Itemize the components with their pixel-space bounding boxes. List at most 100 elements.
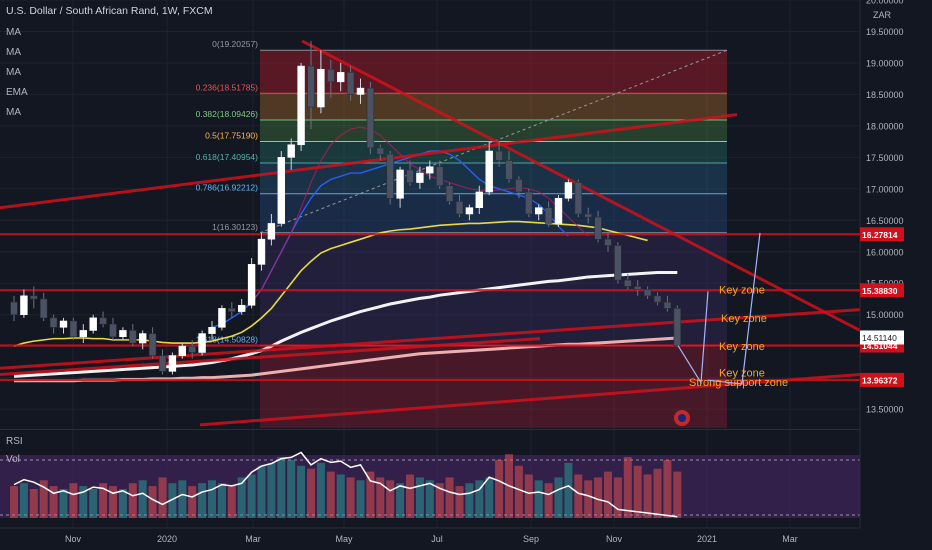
candle-body [327,68,335,83]
volume-bar [663,460,672,518]
annotation-text: Key zone [719,341,765,353]
volume-bar [406,474,414,518]
candle-body [614,245,622,281]
volume-bar [633,465,642,518]
candle-body [633,286,642,290]
candle-body [604,238,612,246]
volume-bar [584,480,593,518]
candle-body [168,355,177,372]
level-price-label: 13.96372 [862,375,898,385]
candle-body [515,179,523,193]
candlestick-series [10,40,682,375]
volume-bar [485,477,494,518]
volume-bar [247,474,256,518]
flag-logo [674,410,690,426]
volume-bar [544,483,553,518]
price-tick-label: 16.50000 [866,216,904,226]
rsi-label[interactable]: RSI [6,436,23,447]
moving-average-lines [13,126,678,383]
fibonacci-retracement[interactable]: 0(19.20257) 0.236(18.51785) 0.382(18.09426… [196,39,728,428]
rsi-line [13,451,678,518]
volume-label[interactable]: Vol [6,454,20,465]
candle-body [208,326,216,334]
time-tick-label: 2021 [697,534,717,544]
volume-bar [188,486,197,518]
volume-bar [653,468,662,518]
candle-body [277,157,285,224]
price-tick-label: 19.00000 [866,58,904,68]
price-tick-label: 16.00000 [866,247,904,257]
candle-body [534,207,543,215]
candle-body [426,166,434,174]
candle-body [247,264,256,306]
volume-bar [396,483,405,518]
volume-bar [59,489,68,518]
volume-bar [326,471,335,518]
indicator-label-ma-2[interactable]: MA [6,47,21,58]
volume-bar [356,480,365,518]
volume-bar [554,477,563,518]
flag-logo-icon [678,414,686,422]
time-tick-label: 2020 [157,534,177,544]
candle-body [188,345,196,353]
grid-lines [0,0,860,528]
volume-bar [128,483,137,518]
candle-body [554,197,563,224]
fib-band [260,163,727,194]
candle-body [406,169,414,183]
indicator-label-ema[interactable]: EMA [6,87,28,98]
volume-bar [455,486,464,518]
fib-level-label: 1.618(14.50828) [196,335,259,345]
candle-body [198,333,206,353]
candle-body [445,185,454,202]
volume-bar [524,474,533,518]
indicator-label-ma-3[interactable]: MA [6,67,21,78]
time-tick-label: Nov [606,534,623,544]
volume-bar [564,462,573,518]
candle-body [653,295,662,303]
candle-body [10,301,18,316]
volume-bar [257,465,266,518]
volume-bar [237,477,246,518]
candle-body [495,150,503,161]
volume-bar [69,483,78,518]
indicator-label-ma-4[interactable]: MA [6,107,21,118]
candle-body [376,147,384,155]
candle-body [30,295,38,300]
annotation-text: Key zone [719,368,765,380]
candle-body [307,65,315,108]
candle-body [79,330,88,338]
volume-bar [277,457,286,518]
level-price-label: 14.51044 [862,341,898,351]
candle-body [218,308,226,328]
volume-bar [534,480,543,518]
volume-bar [198,483,207,518]
candle-body [366,87,375,149]
volume-bar [148,486,157,518]
price-level-labels: 16.27814 15.38830 14.51044 13.96372 14.51140 [860,227,904,387]
trendlines[interactable] [0,39,861,427]
fib-band [260,141,727,164]
candle-body [49,317,58,328]
time-axis[interactable] [0,528,932,550]
price-axis[interactable] [860,0,932,550]
fib-level-label: 0.236(18.51785) [196,82,259,92]
current-price-badge [860,330,904,345]
candle-body [69,320,78,338]
candle-body [257,238,266,265]
indicator-pane-separator [0,429,860,430]
price-tick-label: 17.00000 [866,184,904,194]
candle-body [564,182,573,199]
current-price-label: 14.51140 [862,333,897,343]
volume-bar [89,489,98,518]
moving-average-line [13,271,678,378]
indicator-label-ma-1[interactable]: MA [6,27,21,38]
candle-body [317,68,325,108]
volume-bar [99,483,108,518]
candle-body [584,213,592,218]
volume-bar [415,477,424,518]
volume-bar [425,480,434,518]
volume-bar [495,460,504,518]
time-axis-ticks: Nov 2020 Mar May Jul Sep Nov 2021 Mar [65,534,798,544]
